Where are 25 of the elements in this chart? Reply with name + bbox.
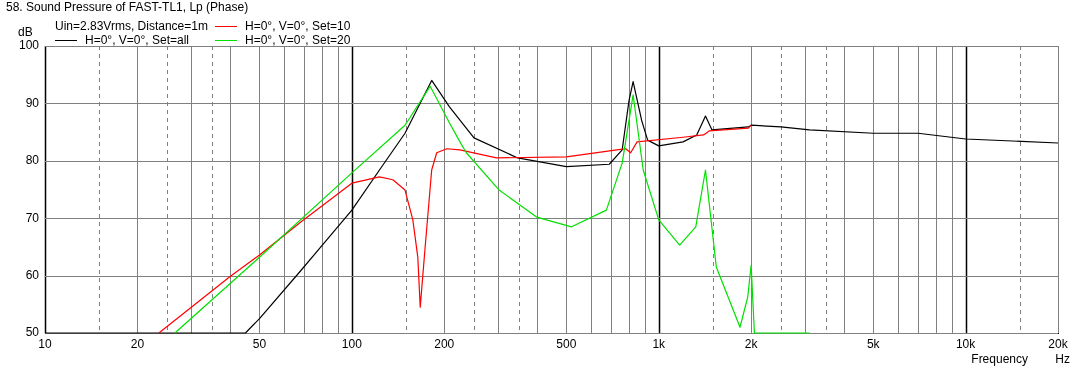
x-axis-title: Frequency xyxy=(971,352,1028,366)
x-tick-label: 50 xyxy=(252,336,267,351)
text: Hz xyxy=(1055,352,1070,366)
y-tick-label: 50 xyxy=(25,325,40,340)
legend-label: H=0°, V=0°, Set=20 xyxy=(245,33,351,47)
legend-label: H=0°, V=0°, Set=10 xyxy=(245,19,351,33)
y-tick-label: 80 xyxy=(25,153,40,168)
x-tick-label: 20k xyxy=(1048,336,1069,351)
x-tick-label: 20 xyxy=(130,336,145,351)
x-tick-label: 10 xyxy=(38,336,52,351)
x-tick-label: 2k xyxy=(744,336,759,351)
y-tick-label: 100 xyxy=(18,38,40,53)
chart-subtitle: Uin=2.83Vrms, Distance=1m xyxy=(55,19,208,33)
y-tick-label: 90 xyxy=(25,95,40,110)
x-tick-label: 100 xyxy=(341,336,363,351)
x-tick-label: 10k xyxy=(955,336,977,351)
y-axis-title: dB xyxy=(18,25,33,39)
x-tick-label: 1k xyxy=(652,336,667,351)
y-tick-label: 70 xyxy=(25,210,40,225)
x-tick-label: 200 xyxy=(434,336,455,351)
y-tick-label: 60 xyxy=(25,267,40,282)
chart-title: 58. Sound Pressure of FAST-TL1, Lp (Phase) xyxy=(6,0,249,14)
legend-label: H=0°, V=0°, Set=all xyxy=(85,33,189,47)
x-tick-label: 5k xyxy=(866,336,881,351)
x-tick-label: 500 xyxy=(556,336,577,351)
